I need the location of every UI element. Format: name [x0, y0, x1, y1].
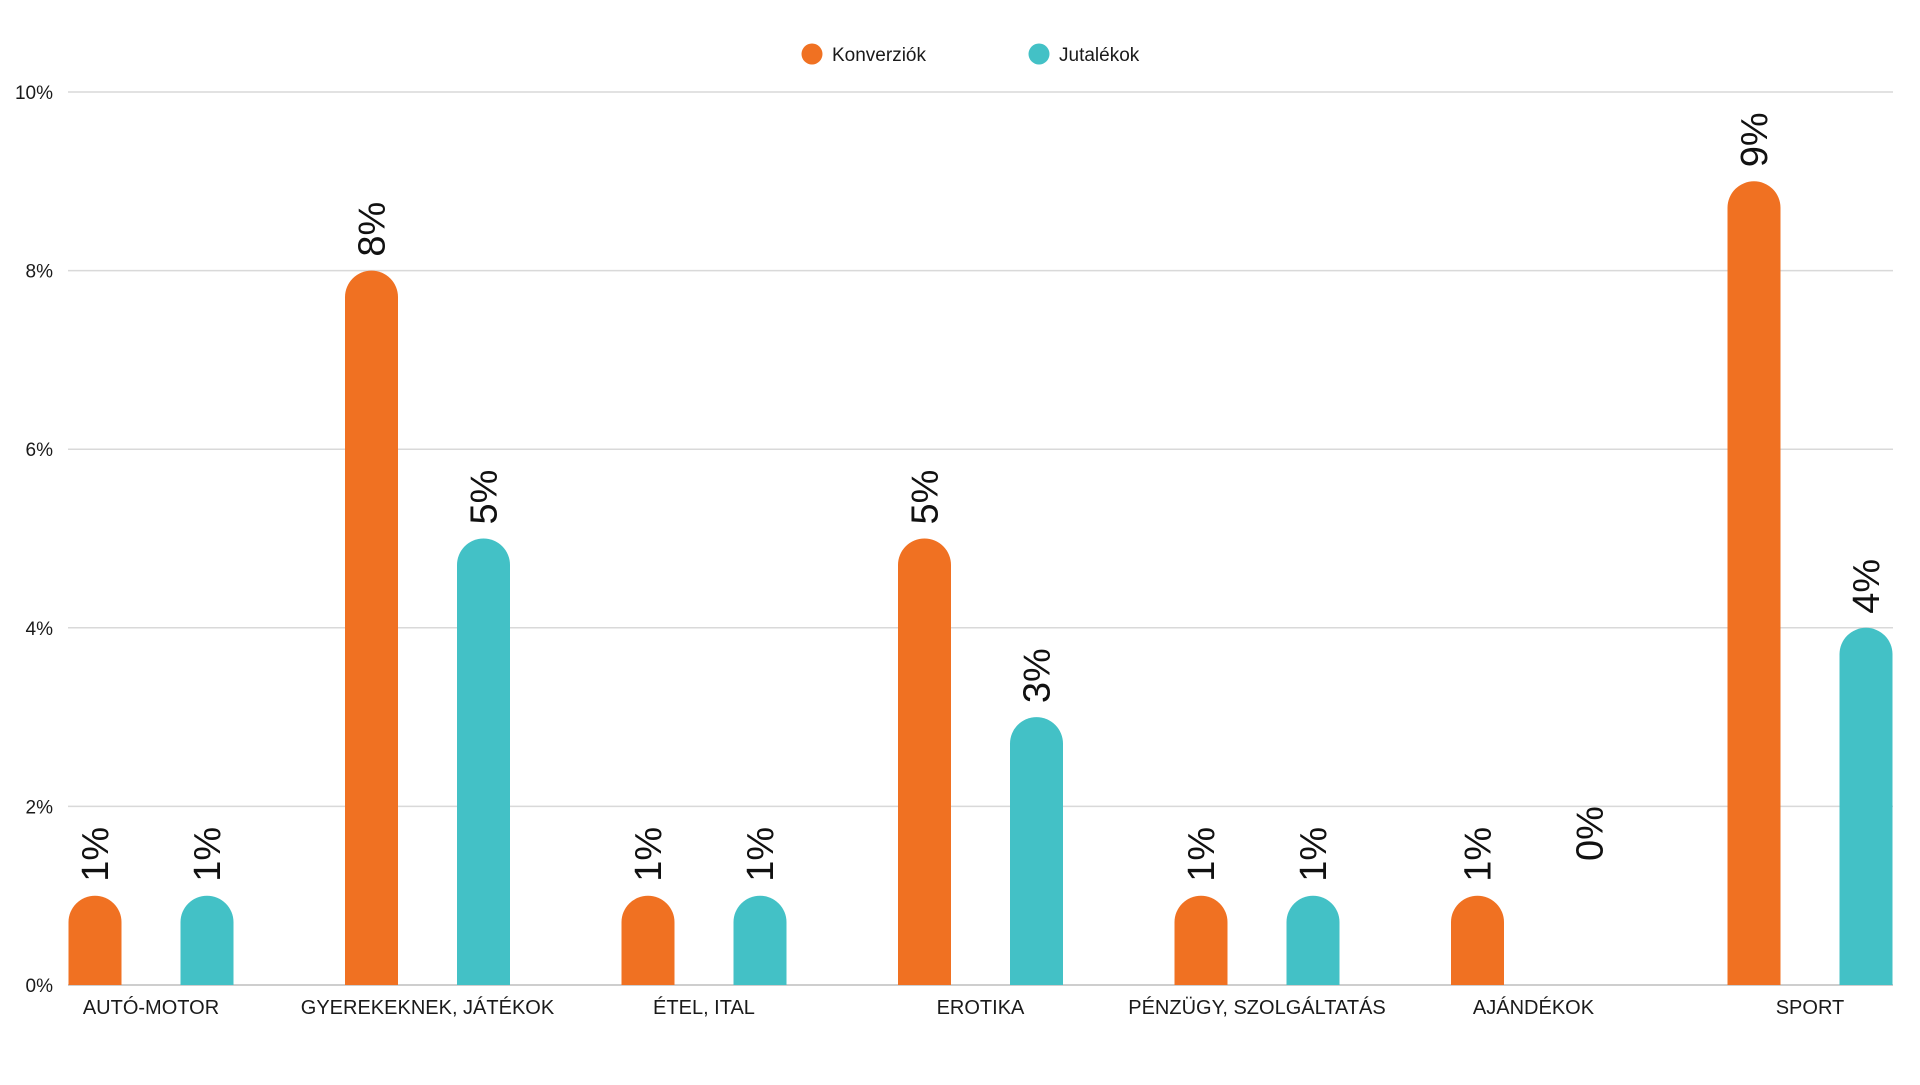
bar-konverziok	[1174, 895, 1228, 985]
legend-item-konverziok[interactable]: Konverziók	[801, 43, 927, 67]
bar-jutalekok	[733, 895, 787, 985]
x-tick-label: AUTÓ-MOTOR	[83, 996, 219, 1019]
x-tick-label: EROTIKA	[937, 997, 1025, 1019]
x-tick-label: GYEREKEKNEK, JÁTÉKOK	[301, 996, 555, 1019]
y-tick-label: 2%	[26, 797, 54, 818]
x-tick-label: ÉTEL, ITAL	[653, 996, 755, 1019]
bar-jutalekok	[180, 895, 234, 985]
data-label-jutalekok: 5%	[464, 470, 506, 525]
x-tick-label: PÉNZÜGY, SZOLGÁLTATÁS	[1128, 996, 1385, 1019]
legend-swatch-icon	[801, 43, 823, 65]
bar-konverziok	[898, 538, 951, 985]
y-tick-label: 4%	[26, 619, 54, 640]
data-labels: 1% 1% 8% 5% 1% 1% 5% 3% 1% 1% 1% 0% 9% 4%	[75, 112, 1888, 881]
data-label-konverziok: 8%	[352, 202, 394, 257]
data-label-jutalekok: 1%	[1293, 827, 1335, 882]
bar-konverziok	[621, 895, 675, 985]
legend-item-jutalekok[interactable]: Jutalékok	[1028, 43, 1140, 67]
data-label-jutalekok: 1%	[740, 827, 782, 882]
data-label-konverziok: 1%	[1181, 827, 1223, 882]
legend[interactable]: Konverziók Jutalékok	[801, 43, 1140, 67]
data-label-konverziok: 1%	[1458, 827, 1500, 882]
x-axis: AUTÓ-MOTOR GYEREKEKNEK, JÁTÉKOK ÉTEL, ITAL…	[83, 996, 1844, 1019]
bar-jutalekok	[457, 538, 510, 985]
data-label-jutalekok: 4%	[1846, 559, 1888, 614]
data-label-jutalekok: 1%	[187, 827, 229, 882]
bar-jutalekok	[1010, 717, 1063, 985]
bar-konverziok	[68, 895, 122, 985]
legend-label: Jutalékok	[1059, 45, 1140, 66]
gridlines	[68, 91, 1893, 986]
data-label-jutalekok: 0%	[1570, 806, 1612, 861]
data-label-konverziok: 9%	[1734, 112, 1776, 167]
data-label-jutalekok: 3%	[1017, 648, 1059, 703]
bar-konverziok	[1451, 895, 1504, 985]
legend-label: Konverziók	[832, 45, 926, 66]
data-label-konverziok: 1%	[628, 827, 670, 882]
data-label-konverziok: 5%	[905, 470, 947, 525]
y-tick-label: 8%	[26, 262, 54, 283]
bar-konverziok	[345, 270, 398, 986]
x-tick-label: SPORT	[1776, 997, 1845, 1019]
y-tick-label: 6%	[26, 440, 54, 461]
y-tick-label: 0%	[26, 976, 54, 997]
data-label-konverziok: 1%	[75, 827, 117, 882]
bar-konverziok	[1727, 181, 1781, 986]
x-tick-label: AJÁNDÉKOK	[1473, 996, 1595, 1019]
legend-swatch-icon	[1028, 43, 1050, 65]
bar-jutalekok	[1286, 895, 1340, 985]
bar-jutalekok	[1839, 627, 1893, 985]
y-axis: 0% 2% 4% 6% 8% 10%	[15, 83, 53, 997]
y-tick-label: 10%	[15, 83, 53, 104]
bars	[68, 181, 1893, 986]
